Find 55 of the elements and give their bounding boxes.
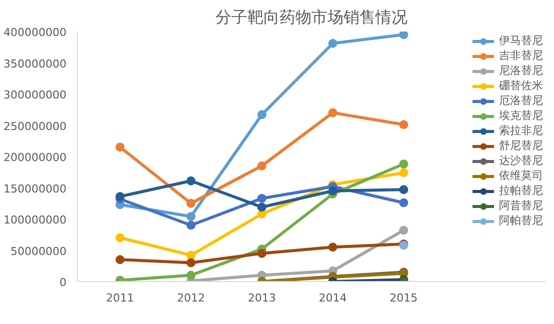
y-tick-label: 250000000 [4,120,67,133]
point [257,202,266,212]
legend-label: 吉非替尼 [499,48,543,63]
y-tick-label: 400000000 [4,26,67,39]
point [328,242,338,252]
point [399,226,408,235]
x-tick-label: 2015 [390,292,418,304]
point [186,250,196,260]
point [257,194,266,203]
legend-label: 达沙替尼 [499,153,543,168]
point [399,120,408,130]
point [116,255,125,264]
point [257,248,266,258]
legend-label: 尼洛替尼 [499,63,543,78]
point [186,270,196,280]
point [257,161,266,170]
y-tick-label: 350000000 [4,57,67,70]
point [328,108,338,118]
legend-label: 拉帕替尼 [499,183,543,198]
y-tick-label: 0 [60,276,66,289]
y-tick-label: 100000000 [4,214,67,226]
chart-title: 分子靶向药物市场销售情况 [216,8,408,26]
legend-label: 依维莫司 [499,168,543,183]
point [399,198,408,208]
legend-label: 阿帕替尼 [499,213,543,228]
x-tick-label: 2011 [106,292,134,304]
x-tick-label: 2014 [318,292,347,304]
point [116,142,125,152]
point [186,198,196,208]
y-tick-label: 150000000 [4,182,67,196]
point [186,258,196,268]
point [186,220,196,230]
legend-label: 阿昔替尼 [499,198,543,213]
y-tick-label: 200000000 [4,151,67,164]
legend-label: 埃克替尼 [499,108,543,123]
point [328,186,338,196]
y-tick-label: 300000000 [4,88,67,102]
point [186,176,196,186]
point [328,38,338,48]
x-tick-label: 2013 [248,292,276,304]
point [257,110,266,120]
legend-label: 厄洛替尼 [499,93,543,108]
y-tick-label: 50000000 [10,244,67,258]
point [116,233,125,242]
legend-label: 硼替佐米 [499,78,543,93]
legend-label: 舒尼替尼 [499,138,543,153]
point [399,185,408,194]
point [399,32,408,40]
legend-label: 索拉非尼 [499,123,543,138]
point [186,212,196,221]
point [116,192,125,201]
point [399,168,408,178]
point [399,160,408,168]
x-tick-label: 2012 [176,292,205,304]
legend-label: 伊马替尼 [499,33,543,48]
